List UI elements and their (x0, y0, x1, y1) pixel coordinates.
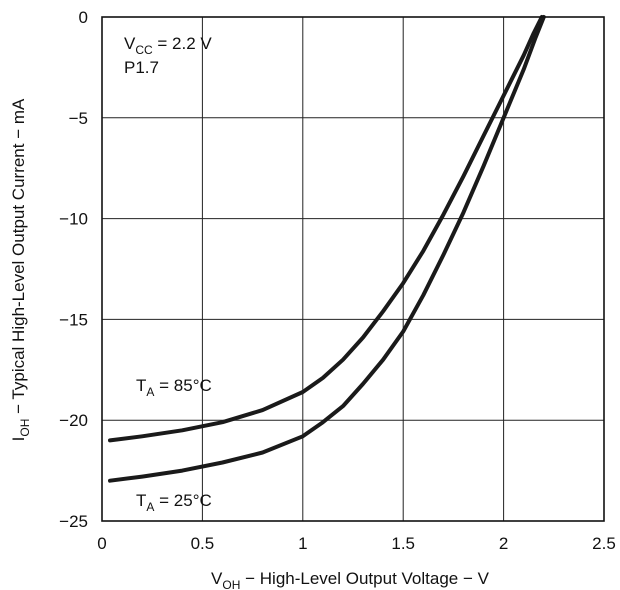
x-tick-label: 0 (97, 534, 106, 553)
x-tick-label: 2.5 (592, 534, 616, 553)
y-tick-label: −5 (69, 109, 88, 128)
series-label-25c: TA = 25°C (136, 491, 212, 514)
pin-condition-label: P1.7 (124, 58, 159, 77)
series-label-85c: TA = 85°C (136, 376, 212, 399)
plot-frame (101, 16, 605, 522)
y-axis-title: IOH − Typical High-Level Output Current … (9, 98, 32, 441)
y-tick-label: 0 (79, 8, 88, 27)
y-tick-label: −10 (59, 210, 88, 229)
series-line-1 (108, 15, 546, 483)
y-tick-label: −25 (59, 512, 88, 531)
y-tick-label: −15 (59, 310, 88, 329)
series-layer (108, 15, 546, 483)
x-tick-label: 1.5 (391, 534, 415, 553)
vcc-condition-label: VCC = 2.2 V (124, 34, 212, 57)
series-line-0 (108, 15, 544, 443)
tick-labels: 0 0.5 1 1.5 2 2.5 0 −5 −10 −15 −20 −25 (59, 8, 616, 553)
x-tick-label: 1 (298, 534, 307, 553)
x-axis-title: VOH − High-Level Output Voltage − V (211, 569, 490, 590)
x-tick-label: 2 (499, 534, 508, 553)
grid (102, 17, 604, 521)
y-tick-label: −20 (59, 411, 88, 430)
x-tick-label: 0.5 (191, 534, 215, 553)
